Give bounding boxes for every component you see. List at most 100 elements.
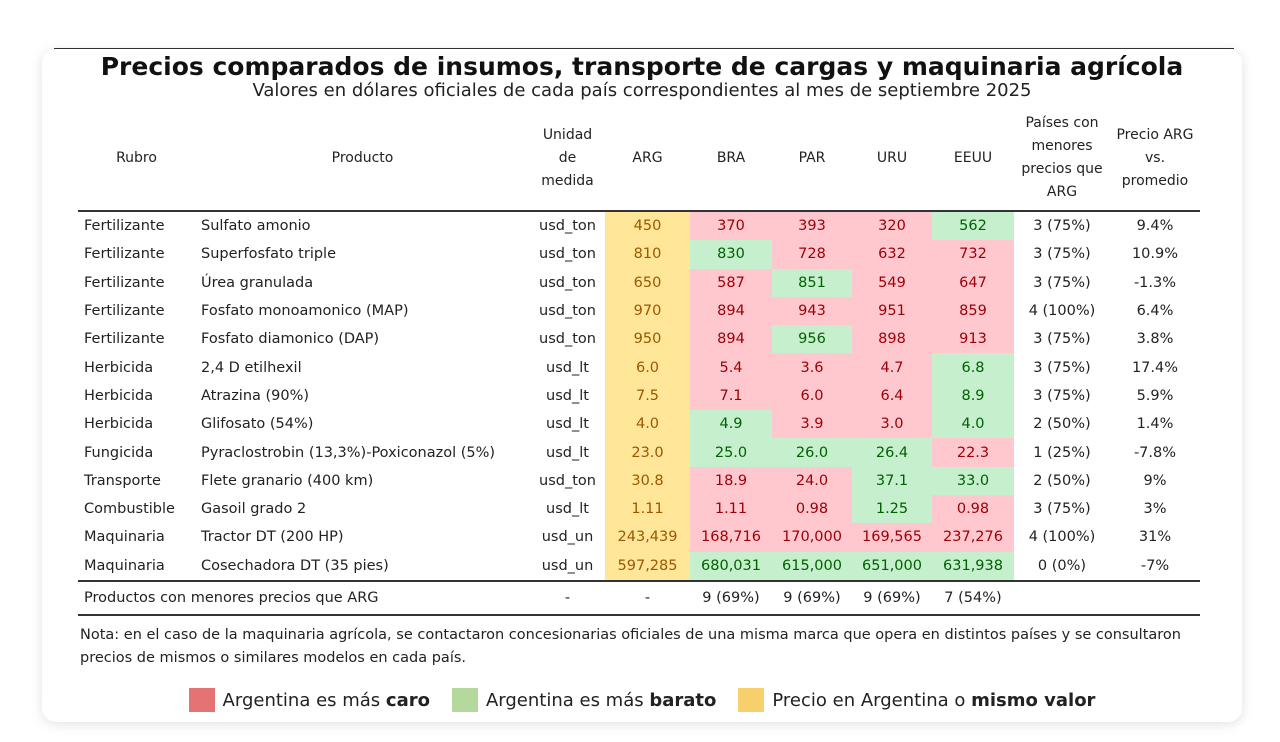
- price-cell: 25.0: [690, 438, 772, 467]
- vs-cell: 31%: [1138, 529, 1172, 546]
- arg-cell: 243,439: [605, 523, 690, 552]
- column-header: Países con menores precios que ARG: [1014, 106, 1110, 212]
- menores-cell: 3 (75%): [1033, 359, 1091, 376]
- unidad-cell: usd_lt: [546, 416, 589, 433]
- producto-cell: Pyraclostrobin (13,3%)-Poxiconazol (5%): [201, 444, 496, 461]
- top-rule: [54, 48, 1234, 49]
- rubro-cell: Fertilizante: [84, 246, 165, 263]
- unidad-cell: usd_ton: [539, 303, 596, 320]
- column-header: PAR: [772, 106, 852, 212]
- rubro-cell: Maquinaria: [84, 557, 165, 574]
- price-cell: 5.4: [690, 353, 772, 382]
- rubro-cell: Herbicida: [84, 387, 154, 404]
- arg-cell: 810: [605, 240, 690, 269]
- menores-cell: 3 (75%): [1033, 387, 1091, 404]
- vs-cell: 1.4%: [1136, 416, 1174, 433]
- legend-pre: Argentina es más: [222, 689, 386, 711]
- unidad-cell: usd_un: [541, 529, 594, 546]
- price-cell: 651,000: [852, 551, 932, 581]
- legend-text: Argentina es más barato: [486, 690, 716, 711]
- legend-text: Argentina es más caro: [223, 690, 430, 711]
- producto-cell: Flete granario (400 km): [201, 472, 374, 489]
- legend-pre: Precio en Argentina o: [772, 689, 972, 711]
- price-cell: 647: [932, 268, 1014, 297]
- rubro-cell: Fertilizante: [84, 303, 165, 320]
- price-cell: 732: [932, 240, 1014, 269]
- price-cell: 6.8: [932, 353, 1014, 382]
- menores-cell: 0 (0%): [1037, 557, 1087, 574]
- price-cell: 632: [852, 240, 932, 269]
- price-cell: 0.98: [932, 494, 1014, 524]
- legend-item: Argentina es más caro: [188, 688, 430, 712]
- price-cell: 587: [690, 268, 772, 297]
- rubro-cell: Combustible: [84, 501, 175, 518]
- menores-cell: 3 (75%): [1033, 331, 1091, 348]
- vs-cell: 10.9%: [1131, 246, 1179, 263]
- vs-cell: -7.8%: [1133, 444, 1177, 461]
- legend-item: Precio en Argentina o mismo valor: [738, 688, 1095, 712]
- price-cell: 728: [772, 240, 852, 269]
- menores-cell: 2 (50%): [1033, 416, 1091, 433]
- arg-cell: 6.0: [605, 353, 690, 382]
- unidad-cell: usd_un: [541, 557, 594, 574]
- price-cell: 4.7: [852, 353, 932, 382]
- price-cell: 680,031: [690, 551, 772, 581]
- table-row: Fertilizante Úrea granulada usd_ton 650 587 8…: [78, 268, 1200, 297]
- price-cell: 26.4: [852, 438, 932, 467]
- price-cell: 951: [852, 296, 932, 326]
- price-cell: 830: [690, 240, 772, 269]
- vs-cell: -7%: [1140, 557, 1170, 574]
- table-row: Fertilizante Sulfato amonio usd_ton 450 370 3…: [78, 211, 1200, 241]
- unidad-cell: usd_lt: [546, 501, 589, 518]
- price-cell: 631,938: [932, 551, 1014, 581]
- legend-text: Precio en Argentina o mismo valor: [772, 690, 1095, 711]
- price-cell: 3.0: [852, 410, 932, 439]
- vs-cell: 3.8%: [1136, 331, 1174, 348]
- vs-cell: 17.4%: [1131, 359, 1179, 376]
- price-cell: 18.9: [690, 466, 772, 495]
- table-row: Maquinaria Cosechadora DT (35 pies) usd_un…: [78, 551, 1200, 581]
- menores-cell: 3 (75%): [1033, 246, 1091, 263]
- unidad-cell: usd_ton: [539, 274, 596, 291]
- table-row: Transporte Flete granario (400 km) usd_ton…: [78, 466, 1200, 495]
- column-header: Rubro: [78, 106, 195, 212]
- column-header: EEUU: [932, 106, 1014, 212]
- arg-cell: 970: [605, 296, 690, 326]
- menores-cell: 4 (100%): [1028, 529, 1096, 546]
- rubro-cell: Fertilizante: [84, 218, 165, 235]
- note: Nota: en el caso de la maquinaria agríco…: [80, 627, 1181, 666]
- table-row: Fungicida Pyraclostrobin (13,3%)-Poxicona…: [78, 438, 1200, 467]
- unidad-cell: usd_ton: [539, 218, 596, 235]
- price-cell: 237,276: [932, 523, 1014, 552]
- vs-cell: 6.4%: [1136, 303, 1174, 320]
- price-cell: 37.1: [852, 466, 932, 495]
- rubro-cell: Transporte: [84, 472, 161, 489]
- price-cell: 1.11: [690, 494, 772, 524]
- menores-cell: 4 (100%): [1028, 303, 1096, 320]
- vs-cell: 9.4%: [1136, 218, 1174, 235]
- menores-cell: 2 (50%): [1033, 472, 1091, 489]
- footer-arg: -: [605, 579, 690, 616]
- footer-count: 9 (69%): [690, 579, 772, 616]
- producto-cell: 2,4 D etilhexil: [201, 359, 302, 376]
- column-header: URU: [852, 106, 932, 212]
- price-cell: 4.0: [932, 410, 1014, 439]
- arg-cell: 30.8: [605, 466, 690, 495]
- legend-pre: Argentina es más: [485, 689, 650, 711]
- arg-cell: 597,285: [605, 551, 690, 581]
- table-row: Fertilizante Fosfato monoamonico (MAP) usd…: [78, 296, 1200, 326]
- price-cell: 956: [772, 325, 852, 354]
- price-cell: 894: [690, 325, 772, 354]
- price-cell: 894: [690, 296, 772, 326]
- footer-count: 9 (69%): [772, 579, 852, 616]
- rubro-cell: Fungicida: [84, 444, 154, 461]
- footer-label: Productos con menores precios que ARG: [78, 579, 530, 616]
- menores-cell: 3 (75%): [1033, 501, 1091, 518]
- unidad-cell: usd_ton: [539, 331, 596, 348]
- price-cell: 3.6: [772, 353, 852, 382]
- legend-swatch: [188, 688, 215, 712]
- footer-count: 9 (69%): [852, 579, 932, 616]
- price-cell: 913: [932, 325, 1014, 354]
- table-row: Fertilizante Fosfato diamonico (DAP) usd_t…: [78, 325, 1200, 354]
- producto-cell: Sulfato amonio: [201, 218, 311, 235]
